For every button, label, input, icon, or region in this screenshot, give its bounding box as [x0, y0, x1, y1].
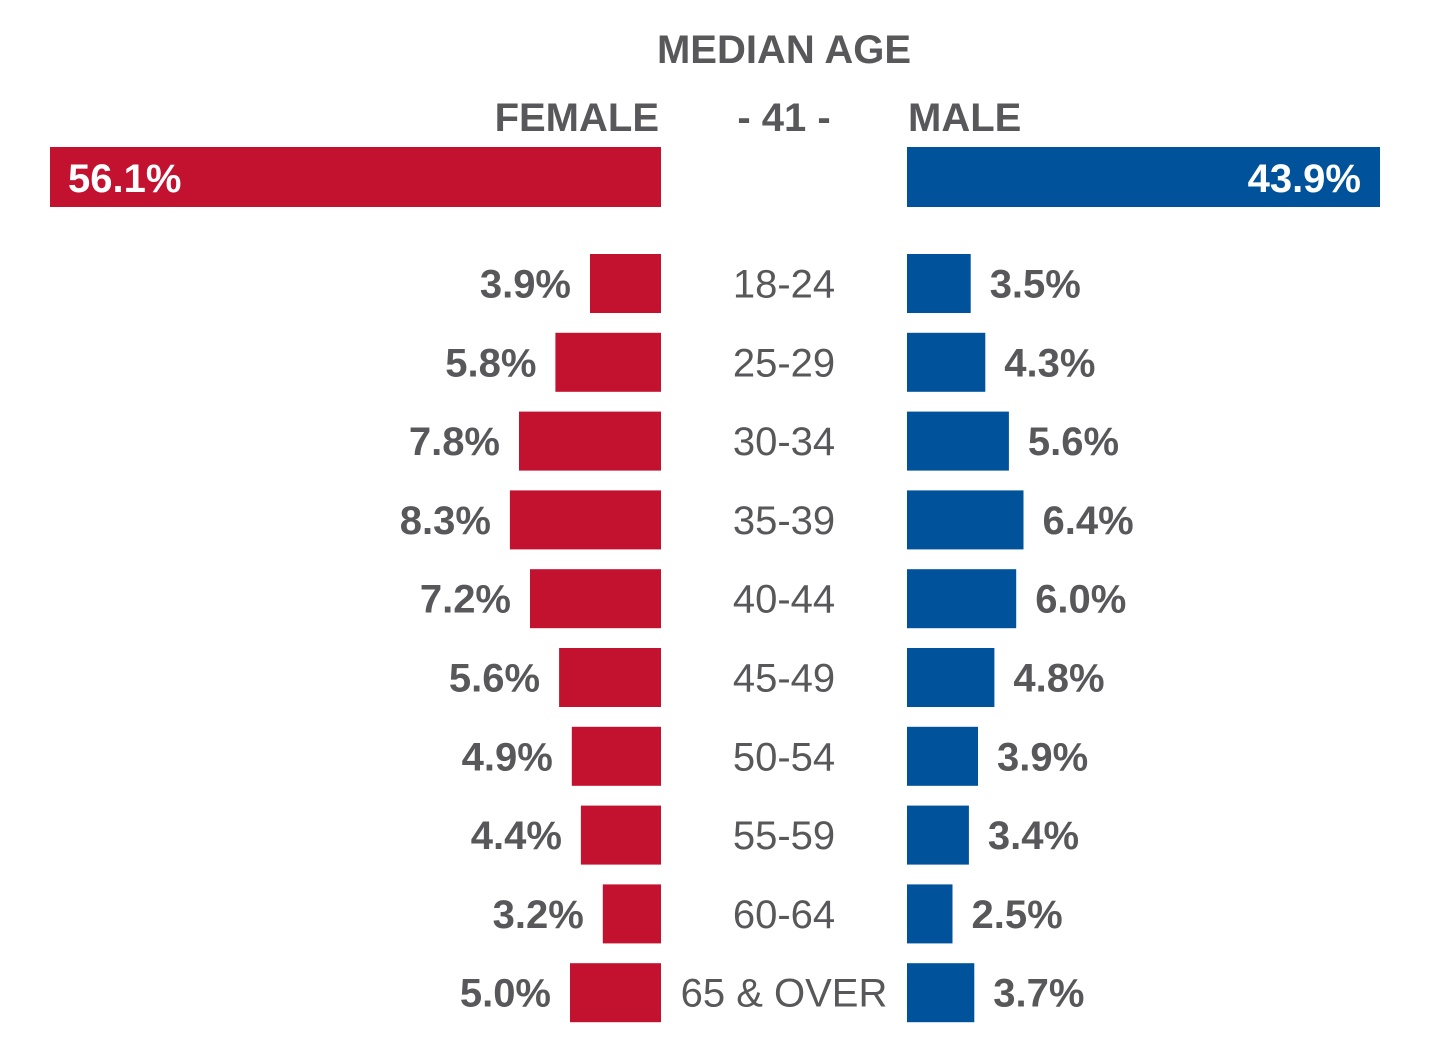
female-value-label: 5.0% — [460, 972, 551, 1016]
female-value-label: 5.6% — [449, 657, 540, 701]
female-value-label: 4.4% — [471, 814, 562, 858]
female-bar — [559, 648, 661, 707]
female-bar — [555, 332, 661, 392]
female-bar — [602, 884, 661, 944]
male-value-label: 3.7% — [993, 972, 1084, 1016]
female-value-label: 7.8% — [409, 420, 500, 464]
age-group-label: 45-49 — [733, 657, 835, 701]
female-bar — [570, 963, 661, 1023]
male-bar — [907, 884, 953, 944]
legend-male-label: MALE — [908, 96, 1021, 140]
male-bar — [907, 411, 1009, 471]
median-age-value: - 41 - — [737, 96, 830, 140]
male-bar — [907, 332, 986, 392]
age-group-label: 25-29 — [733, 341, 835, 385]
male-bar — [907, 805, 969, 865]
male-value-label: 6.4% — [1043, 499, 1134, 543]
male-total-label: 43.9% — [1248, 157, 1361, 201]
male-bar — [907, 254, 971, 313]
male-value-label: 3.5% — [990, 263, 1081, 307]
female-bar — [519, 411, 661, 471]
age-group-label: 60-64 — [733, 893, 835, 937]
male-value-label: 4.8% — [1013, 657, 1104, 701]
age-group-label: 40-44 — [733, 578, 835, 622]
age-group-label: 30-34 — [733, 420, 835, 464]
male-value-label: 4.3% — [1004, 341, 1095, 385]
age-group-label: 55-59 — [733, 814, 835, 858]
age-group-rows: 3.9% 18-24 3.5% 5.8% 25-29 4.3% 7.8% 30-34 5.6% 8… — [400, 254, 1134, 1023]
female-value-label: 8.3% — [400, 499, 491, 543]
female-bar — [530, 569, 661, 629]
male-bar — [907, 648, 995, 707]
female-bar — [571, 726, 661, 786]
age-group-label: 65 & OVER — [681, 972, 888, 1016]
male-value-label: 3.4% — [988, 814, 1079, 858]
legend-female-label: FEMALE — [495, 96, 659, 140]
male-value-label: 5.6% — [1028, 420, 1119, 464]
male-value-label: 2.5% — [972, 893, 1063, 937]
age-group-label: 50-54 — [733, 735, 835, 779]
female-value-label: 7.2% — [420, 578, 511, 622]
female-total-bar — [50, 147, 661, 207]
male-value-label: 6.0% — [1035, 578, 1126, 622]
female-value-label: 5.8% — [445, 341, 536, 385]
male-bar — [907, 726, 978, 786]
male-bar — [907, 963, 975, 1023]
female-bar — [580, 805, 661, 865]
female-value-label: 3.2% — [493, 893, 584, 937]
male-value-label: 3.9% — [997, 735, 1088, 779]
female-value-label: 4.9% — [462, 735, 553, 779]
female-bar — [509, 490, 661, 550]
chart-title: MEDIAN AGE — [657, 28, 911, 72]
male-total-bar — [907, 147, 1380, 207]
female-total-label: 56.1% — [68, 157, 181, 201]
female-bar — [590, 254, 661, 313]
male-bar — [907, 490, 1024, 550]
female-value-label: 3.9% — [480, 263, 571, 307]
age-group-label: 18-24 — [733, 263, 835, 307]
age-group-label: 35-39 — [733, 499, 835, 543]
male-bar — [907, 569, 1017, 629]
